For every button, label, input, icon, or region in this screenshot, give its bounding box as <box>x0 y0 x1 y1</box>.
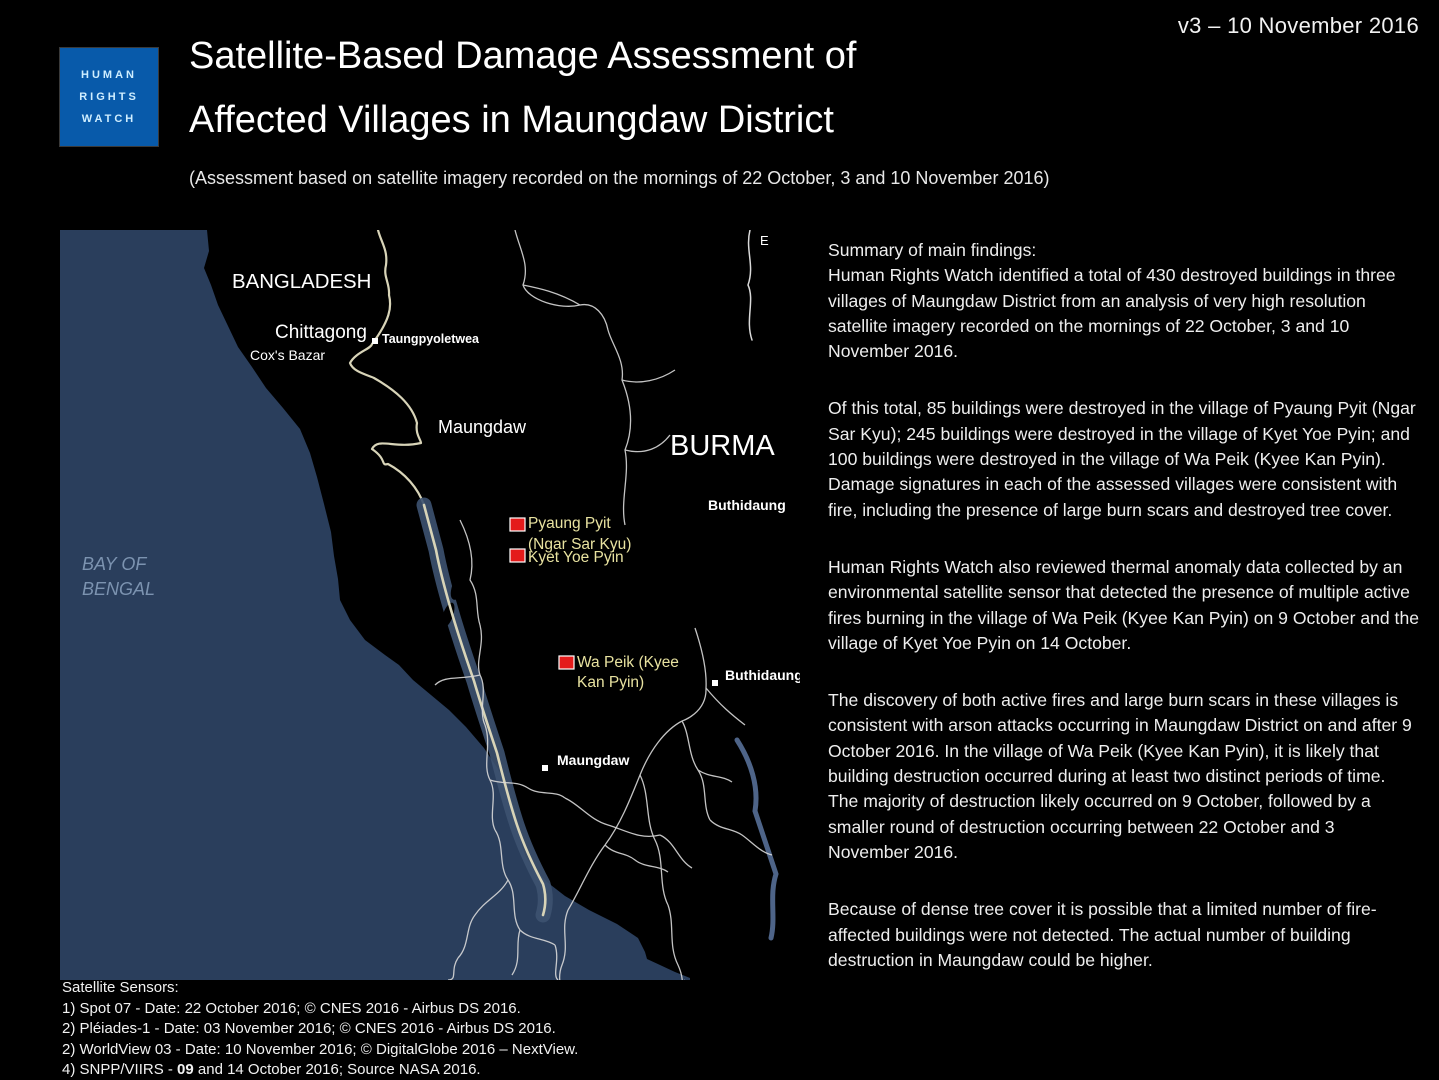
svg-text:Taungpyoletwea: Taungpyoletwea <box>382 332 480 346</box>
svg-text:Chittagong: Chittagong <box>275 322 367 343</box>
svg-text:BENGAL: BENGAL <box>82 579 155 599</box>
svg-text:E: E <box>760 233 769 248</box>
svg-text:Cox's Bazar: Cox's Bazar <box>250 347 325 363</box>
svg-text:BAY OF: BAY OF <box>82 554 147 574</box>
svg-text:Buthidaung: Buthidaung <box>725 667 800 683</box>
svg-text:BURMA: BURMA <box>670 430 775 462</box>
svg-text:Maungdaw: Maungdaw <box>438 417 527 437</box>
svg-text:Wa Peik (Kyee: Wa Peik (Kyee <box>577 654 679 671</box>
svg-text:Kan Pyin): Kan Pyin) <box>577 674 644 691</box>
svg-text:Pyaung Pyit: Pyaung Pyit <box>528 515 611 532</box>
svg-text:Maungdaw: Maungdaw <box>557 752 629 768</box>
svg-text:Kyet Yoe Pyin: Kyet Yoe Pyin <box>528 549 624 566</box>
svg-text:BANGLADESH: BANGLADESH <box>232 271 371 293</box>
svg-text:Buthidaung: Buthidaung <box>708 497 786 513</box>
